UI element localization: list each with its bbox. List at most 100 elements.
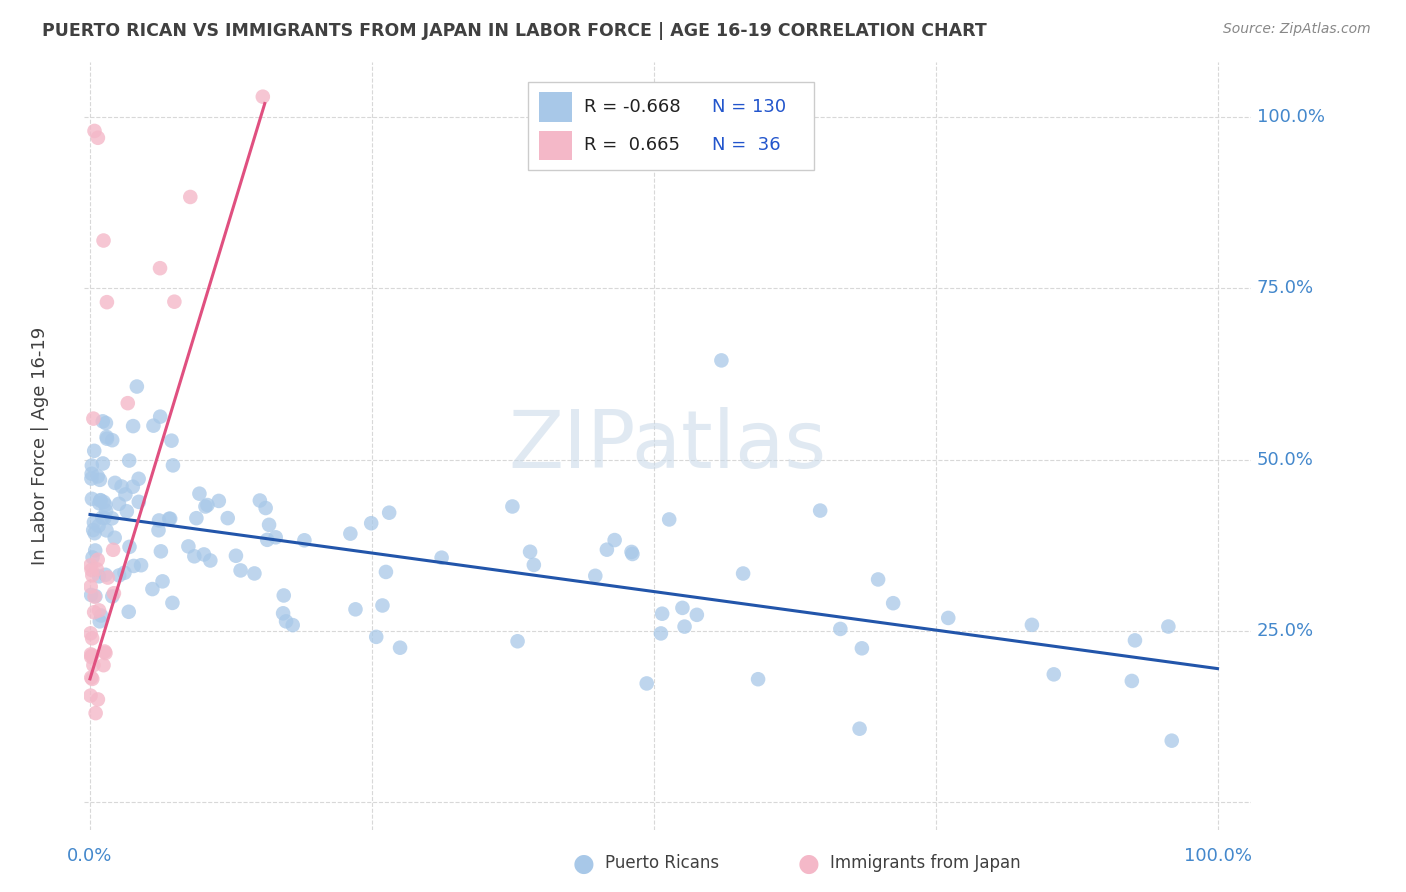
Point xyxy=(848,722,870,736)
Point xyxy=(523,558,546,572)
Point xyxy=(157,512,180,526)
Point xyxy=(118,605,141,619)
Point xyxy=(80,580,103,594)
Point xyxy=(93,511,115,525)
Point xyxy=(80,671,103,685)
Point xyxy=(118,453,141,467)
FancyBboxPatch shape xyxy=(527,81,814,169)
Point xyxy=(160,434,183,448)
Point xyxy=(108,568,131,582)
Point xyxy=(249,493,271,508)
Point xyxy=(882,596,904,610)
Point xyxy=(80,563,103,577)
Point xyxy=(186,511,208,525)
Point xyxy=(82,658,104,673)
Point xyxy=(101,433,124,447)
Point xyxy=(93,495,115,509)
Point xyxy=(179,190,201,204)
Point xyxy=(80,471,103,485)
Point xyxy=(430,550,453,565)
Point xyxy=(747,672,769,686)
Text: PUERTO RICAN VS IMMIGRANTS FROM JAPAN IN LABOR FORCE | AGE 16-19 CORRELATION CHA: PUERTO RICAN VS IMMIGRANTS FROM JAPAN IN… xyxy=(42,22,987,40)
Text: 0.0%: 0.0% xyxy=(67,847,112,864)
Point xyxy=(84,589,107,603)
Point xyxy=(256,533,278,547)
Text: 50.0%: 50.0% xyxy=(1257,450,1313,468)
Point xyxy=(84,543,107,558)
Point xyxy=(82,411,104,425)
Text: 75.0%: 75.0% xyxy=(1257,279,1315,297)
Point xyxy=(87,692,110,706)
Point xyxy=(281,618,304,632)
Point xyxy=(149,409,172,424)
Point xyxy=(104,475,127,490)
Point xyxy=(82,632,104,646)
Point xyxy=(89,473,111,487)
Point xyxy=(1021,618,1043,632)
Point xyxy=(87,518,110,533)
Point xyxy=(658,512,681,526)
Point xyxy=(148,523,170,537)
Point xyxy=(1157,619,1180,633)
Point xyxy=(93,234,115,248)
Point xyxy=(108,497,131,511)
Point xyxy=(159,512,181,526)
Point xyxy=(89,493,111,508)
Point xyxy=(97,571,120,585)
Point xyxy=(114,566,136,580)
Point xyxy=(1123,633,1146,648)
Text: 100.0%: 100.0% xyxy=(1184,847,1251,864)
Point xyxy=(148,513,170,527)
Point xyxy=(360,516,382,531)
Point xyxy=(122,419,145,434)
Point xyxy=(273,589,295,603)
Point xyxy=(378,506,401,520)
Point xyxy=(1160,733,1182,747)
Point xyxy=(86,562,108,576)
Point xyxy=(193,548,215,562)
Point xyxy=(506,634,529,648)
Point xyxy=(115,504,138,518)
Point xyxy=(366,630,388,644)
Point xyxy=(129,558,152,573)
Point xyxy=(87,469,110,483)
Point xyxy=(94,416,117,430)
Point xyxy=(651,607,673,621)
Point xyxy=(122,558,145,573)
Point xyxy=(83,124,105,138)
Point xyxy=(371,599,394,613)
Point xyxy=(200,553,222,567)
Text: ●: ● xyxy=(572,852,595,875)
FancyBboxPatch shape xyxy=(540,131,572,160)
Point xyxy=(583,569,606,583)
Point xyxy=(101,542,124,557)
Point xyxy=(84,706,107,720)
Point xyxy=(117,396,139,410)
Point xyxy=(93,658,115,673)
Point xyxy=(80,649,103,664)
Point xyxy=(254,501,277,516)
Point xyxy=(89,496,111,510)
Point xyxy=(257,517,280,532)
Text: Source: ZipAtlas.com: Source: ZipAtlas.com xyxy=(1223,22,1371,37)
Point xyxy=(101,590,124,604)
Text: Immigrants from Japan: Immigrants from Japan xyxy=(830,855,1021,872)
Point xyxy=(243,566,266,581)
Point xyxy=(274,615,297,629)
Point xyxy=(94,646,117,660)
Point xyxy=(80,491,103,506)
Text: ●: ● xyxy=(797,852,820,875)
Point xyxy=(90,493,112,508)
Point xyxy=(82,568,104,582)
Point xyxy=(79,558,101,573)
Point xyxy=(374,565,396,579)
Point xyxy=(636,676,658,690)
Point xyxy=(103,586,125,600)
Point xyxy=(252,89,274,103)
Point xyxy=(83,605,105,619)
Point xyxy=(344,602,367,616)
Point xyxy=(118,540,141,554)
Point xyxy=(936,611,959,625)
Point xyxy=(80,467,103,481)
Point xyxy=(141,582,163,596)
